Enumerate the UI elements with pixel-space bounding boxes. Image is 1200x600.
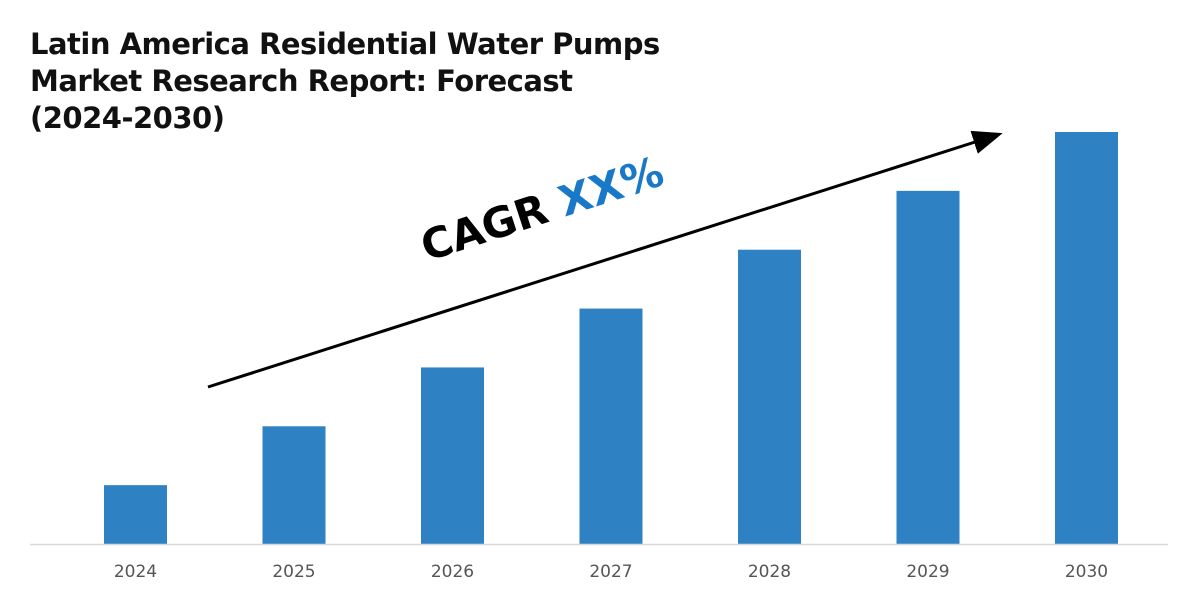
x-tick-label: 2028 bbox=[748, 562, 791, 582]
x-tick-label: 2024 bbox=[114, 562, 157, 582]
bar-2027 bbox=[579, 308, 643, 544]
x-tick-label: 2030 bbox=[1065, 562, 1108, 582]
bar-2028 bbox=[738, 249, 801, 544]
trend-arrow bbox=[207, 130, 1003, 389]
bar-2030 bbox=[1055, 132, 1118, 544]
bar-2024 bbox=[104, 485, 167, 544]
x-tick-label: 2026 bbox=[431, 562, 474, 582]
bar-2026 bbox=[421, 367, 484, 544]
x-tick-label: 2029 bbox=[906, 562, 949, 582]
chart-title: Latin America Residential Water Pumps Ma… bbox=[30, 27, 660, 135]
bar-2029 bbox=[896, 190, 960, 544]
x-tick-label: 2027 bbox=[589, 562, 632, 582]
bar-2025 bbox=[262, 426, 326, 544]
x-tick-label: 2025 bbox=[272, 562, 315, 582]
